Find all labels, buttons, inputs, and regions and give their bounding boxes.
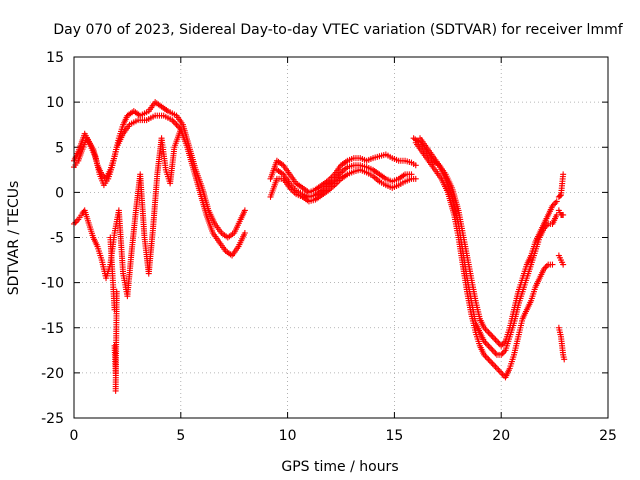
y-tick-label: -15 xyxy=(41,321,64,337)
ticks-layer: 0 5 10 15 20 25 -25 -20 -15 -10 -5 0 5 10 15 xyxy=(41,50,617,444)
data-point xyxy=(560,261,567,268)
data-point-interp xyxy=(483,341,490,348)
y-tick-label: -5 xyxy=(50,231,64,247)
data-point xyxy=(553,198,560,205)
x-axis-label: GPS time / hours xyxy=(281,459,398,475)
chart-title: Day 070 of 2023, Sidereal Day-to-day VTE… xyxy=(53,22,623,38)
y-tick-label: 10 xyxy=(46,95,64,111)
plot-frame xyxy=(73,56,609,419)
data-point xyxy=(560,171,567,178)
data-point xyxy=(177,126,184,133)
data-point-interp xyxy=(73,217,80,224)
data-point xyxy=(489,333,496,340)
data-point xyxy=(561,356,568,363)
data-point-interp xyxy=(488,359,495,366)
y-tick-label: -25 xyxy=(41,411,64,427)
series-track-e xyxy=(267,151,419,196)
data-point-interp xyxy=(495,339,502,346)
x-tick-label: 5 xyxy=(176,428,185,444)
data-point-interp xyxy=(486,344,493,351)
data-point-interp xyxy=(492,350,499,357)
data-point xyxy=(493,365,500,372)
data-point-interp xyxy=(496,368,503,375)
x-tick-label: 15 xyxy=(385,428,403,444)
data-point xyxy=(489,360,496,367)
data-point xyxy=(412,162,419,169)
series-track-k xyxy=(555,171,568,363)
data-point-interp xyxy=(495,366,502,373)
x-tick-label: 20 xyxy=(492,428,510,444)
data-point-interp xyxy=(552,199,559,206)
data-point-interp xyxy=(492,336,499,343)
y-tick-label: 15 xyxy=(46,50,64,66)
x-tick-label: 10 xyxy=(279,428,297,444)
marks-layer xyxy=(71,99,568,394)
x-tick-label: 25 xyxy=(599,428,617,444)
y-tick-label: -20 xyxy=(41,366,64,382)
data-point xyxy=(560,211,567,218)
data-point-interp xyxy=(491,362,498,369)
data-point xyxy=(408,171,415,178)
data-point xyxy=(493,338,500,345)
data-point-interp xyxy=(491,335,498,342)
data-point-interp xyxy=(543,263,550,270)
series-track-c xyxy=(71,126,184,300)
data-point-interp xyxy=(72,219,79,226)
data-point-interp xyxy=(483,354,490,361)
y-tick-label: 0 xyxy=(55,185,64,201)
data-point-interp xyxy=(483,327,490,334)
data-point xyxy=(485,356,492,363)
data-point-interp xyxy=(488,332,495,339)
series-track-d xyxy=(107,234,120,394)
data-point-interp xyxy=(488,345,495,352)
y-tick-label: -10 xyxy=(41,276,64,292)
y-tick-label: 5 xyxy=(55,140,64,156)
data-point xyxy=(241,229,248,236)
data-point xyxy=(412,175,419,182)
series-track-g xyxy=(273,162,415,200)
data-point xyxy=(113,288,120,295)
data-point-interp xyxy=(492,363,499,370)
data-point-interp xyxy=(491,348,498,355)
data-point xyxy=(489,347,496,354)
series-track-j xyxy=(417,135,560,358)
data-point-interp xyxy=(486,357,493,364)
data-point xyxy=(241,207,248,214)
data-point-interp xyxy=(172,120,179,127)
series-track-b xyxy=(71,112,248,259)
data-point-interp xyxy=(486,330,493,337)
data-point-interp xyxy=(499,350,506,357)
data-point-interp xyxy=(556,192,563,199)
data-point xyxy=(549,261,556,268)
data-point xyxy=(485,329,492,336)
data-point xyxy=(485,342,492,349)
x-tick-label: 0 xyxy=(70,428,79,444)
y-axis-label: SDTVAR / TECUs xyxy=(6,181,22,296)
data-point xyxy=(498,369,505,376)
data-point-interp xyxy=(173,121,180,128)
data-point-interp xyxy=(499,341,506,348)
data-point-interp xyxy=(499,371,506,378)
